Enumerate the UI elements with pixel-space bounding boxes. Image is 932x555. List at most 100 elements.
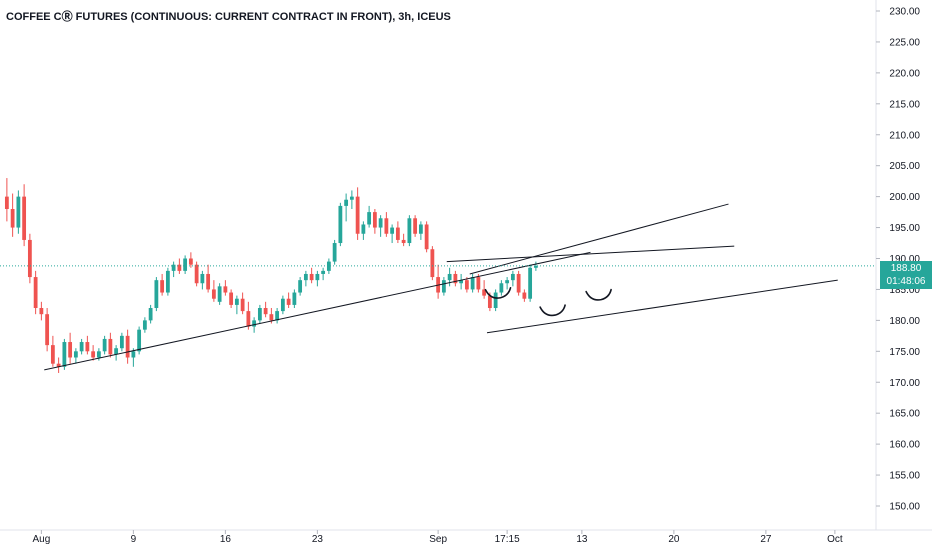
candle-body xyxy=(441,280,446,293)
y-tick-label: 185.00 xyxy=(889,285,920,296)
candle xyxy=(522,289,527,302)
candle-body xyxy=(16,196,21,228)
candle-body xyxy=(119,335,124,349)
candle xyxy=(125,329,130,364)
candle-body xyxy=(430,249,435,278)
candle-body xyxy=(263,308,268,315)
candle-body xyxy=(269,314,274,321)
candle-body xyxy=(505,280,510,284)
candle-body xyxy=(470,277,475,290)
candle-body xyxy=(528,267,533,299)
drawings-layer xyxy=(44,203,838,371)
candle xyxy=(62,338,67,370)
candle-body xyxy=(10,209,15,228)
candle-body xyxy=(148,308,153,321)
candle-body xyxy=(464,280,469,290)
x-tick-label: 20 xyxy=(668,534,680,545)
candle xyxy=(177,258,182,274)
x-tick-label: 17:15 xyxy=(495,534,520,545)
candle xyxy=(154,277,159,312)
candle xyxy=(418,221,423,240)
candle xyxy=(349,190,354,209)
candle xyxy=(355,187,360,240)
candle-body xyxy=(194,264,199,284)
candle-body xyxy=(200,273,205,284)
candle xyxy=(361,221,366,240)
candle-body xyxy=(418,224,423,234)
candle xyxy=(246,301,251,330)
x-tick-label: Sep xyxy=(429,534,447,545)
candle-body xyxy=(50,345,55,364)
candle xyxy=(528,264,533,302)
candle-body xyxy=(355,196,360,234)
candle-body xyxy=(102,338,107,352)
candle xyxy=(315,270,320,287)
candle-body xyxy=(223,286,228,293)
candle-body xyxy=(206,273,211,290)
candle xyxy=(223,280,228,296)
y-tick-label: 215.00 xyxy=(889,99,920,110)
candle xyxy=(73,348,78,364)
candle-body xyxy=(522,292,527,299)
candle xyxy=(229,289,234,308)
candle-body xyxy=(114,348,119,355)
candle-body xyxy=(79,342,84,352)
candle xyxy=(194,261,199,287)
candle xyxy=(338,202,343,247)
candle-body xyxy=(27,239,32,278)
x-tick-label: 16 xyxy=(220,534,232,545)
x-tick-label: 9 xyxy=(131,534,137,545)
candle-body xyxy=(125,335,130,358)
candle xyxy=(499,280,504,296)
y-tick-label: 150.00 xyxy=(889,502,920,513)
candle-body xyxy=(413,218,418,234)
y-tick-label: 230.00 xyxy=(889,7,920,18)
last-price-value: 188.80 xyxy=(890,263,922,274)
candle-body xyxy=(533,265,538,268)
candle-body xyxy=(298,280,303,293)
candle xyxy=(505,277,510,290)
y-tick-label: 190.00 xyxy=(889,254,920,265)
candle xyxy=(367,205,372,228)
candle-body xyxy=(280,298,285,312)
candle-body xyxy=(487,295,492,308)
candle-body xyxy=(142,320,147,330)
candle xyxy=(240,292,245,315)
candle-body xyxy=(447,273,452,281)
x-tick-label: 23 xyxy=(312,534,324,545)
candle xyxy=(401,233,406,247)
candle xyxy=(390,224,395,244)
candle-body xyxy=(68,342,73,358)
candle xyxy=(482,280,487,299)
candle-body xyxy=(183,258,188,271)
candle-body xyxy=(372,212,377,228)
candle xyxy=(344,193,349,222)
candle-body xyxy=(303,273,308,281)
candle xyxy=(378,215,383,237)
candle xyxy=(257,304,262,324)
last-price-tag: 188.80 01:48:06 xyxy=(880,261,932,289)
candle xyxy=(45,308,50,352)
candle xyxy=(114,345,119,361)
trend-line xyxy=(446,245,735,263)
candle xyxy=(27,233,32,284)
candle xyxy=(91,345,96,361)
x-tick-label: Aug xyxy=(32,534,50,545)
candle xyxy=(510,270,515,287)
candle xyxy=(148,304,153,324)
candle xyxy=(119,332,124,352)
candle-body xyxy=(62,342,67,367)
candle xyxy=(234,295,239,315)
candle xyxy=(165,267,170,296)
candle xyxy=(493,289,498,312)
candle-body xyxy=(45,314,50,346)
candle xyxy=(16,190,21,234)
candle xyxy=(424,221,429,253)
candle xyxy=(459,273,464,290)
candle xyxy=(131,348,136,367)
candle-body xyxy=(257,308,262,321)
y-tick-label: 220.00 xyxy=(889,68,920,79)
candle-body xyxy=(315,273,320,281)
